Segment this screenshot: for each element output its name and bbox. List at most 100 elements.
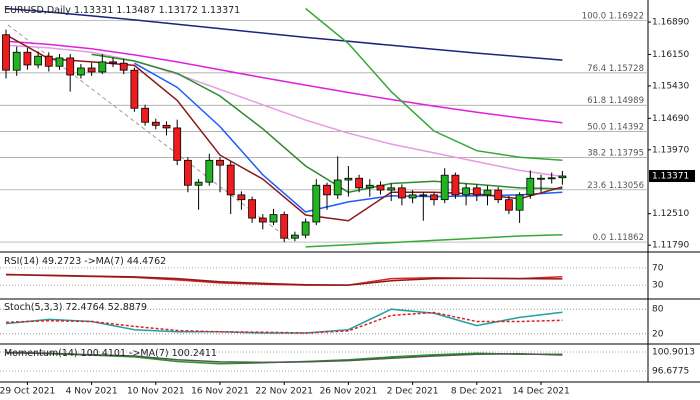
candle-body [430, 194, 438, 201]
y-tick-label: 80 [652, 305, 664, 315]
candle-body [87, 67, 96, 73]
candle-body [440, 174, 449, 201]
indicator-line [5, 274, 563, 286]
candle-body [109, 61, 117, 64]
indicator-value: 44.4762 [127, 256, 166, 267]
candle-body [419, 194, 428, 197]
fib-level: 38.2 [587, 148, 606, 158]
candle-body [98, 61, 107, 73]
y-tick-label: 1.13970 [652, 145, 689, 155]
fib-label: 38.2 1.13795 [587, 148, 644, 158]
candle-body [462, 187, 471, 196]
candle-body [280, 214, 289, 239]
candle-body [205, 159, 214, 183]
candle-body [558, 175, 567, 179]
candle-body [504, 199, 513, 211]
x-tick-label: 22 Nov 2021 [255, 387, 313, 397]
chart-header: EURUSD,Daily 1.13331 1.13487 1.13172 1.1… [4, 5, 240, 16]
candle-body [451, 174, 460, 196]
candle-body [55, 57, 64, 67]
candle-body [194, 181, 203, 186]
indicator-value: 49.2723 [42, 256, 81, 267]
y-tick-label: 96.6775 [652, 367, 689, 377]
indicator-name: Stoch(5,3,3) [4, 302, 62, 313]
candle-body [44, 55, 53, 67]
candle-body [494, 189, 503, 201]
fib-label: 50.0 1.14392 [587, 122, 644, 132]
y-tick-label: 30 [652, 281, 664, 291]
indicator-value: 100.2411 [172, 348, 217, 359]
x-tick-label: 10 Nov 2021 [127, 387, 185, 397]
y-tick-label: 1.15430 [652, 81, 689, 91]
indicator-line [5, 311, 563, 334]
candle-body [2, 34, 10, 71]
moving-average [5, 44, 563, 178]
candle-body [472, 187, 481, 196]
indicator-value: 72.4764 [65, 302, 104, 313]
candle-body [248, 199, 257, 219]
candle-body [323, 184, 331, 196]
fib-level: 76.4 [587, 63, 606, 73]
y-tick-label: 100.9013 [652, 347, 695, 357]
candle-body [66, 57, 75, 76]
fib-price: 1.13056 [609, 180, 644, 190]
y-tick-label: 1.16150 [652, 50, 689, 60]
x-tick-label: 8 Dec 2021 [451, 387, 503, 397]
candle-body [483, 189, 492, 196]
fib-label: 23.6 1.13056 [587, 180, 644, 190]
x-tick-label: 16 Nov 2021 [191, 387, 249, 397]
candle-body [387, 187, 396, 191]
moving-average [305, 7, 563, 162]
fib-level: 61.8 [587, 96, 606, 106]
indicator-title: Momentum(14) 100.4101 ->MA(7) 100.2411 [4, 348, 217, 359]
plot-layer: 1.16890 1.16150 1.15430 1.14690 1.13970 1.125… [0, 7, 695, 397]
fib-label: 0.0 1.11862 [593, 233, 644, 243]
candle-body [515, 194, 524, 211]
x-tick-label: 29 Oct 2021 [0, 387, 55, 397]
candle-body [312, 184, 321, 223]
header-close: 1.13371 [201, 5, 240, 16]
fib-label: 100.0 1.16922 [582, 11, 644, 21]
fib-level: 100.0 [582, 11, 606, 21]
y-tick-label: 1.12510 [652, 209, 689, 219]
last-price-label: 1.13371 [652, 172, 689, 182]
symbol-title: EURUSD,Daily [4, 5, 71, 16]
y-tick-label: 70 [652, 263, 664, 273]
fib-level: 0.0 [593, 233, 607, 243]
candle-body [397, 187, 406, 199]
fib-price: 1.14989 [609, 96, 644, 106]
candle-body [119, 62, 128, 71]
fib-label: 61.8 1.14989 [587, 96, 644, 106]
indicator-value: 100.4101 [81, 348, 126, 359]
candle-body [162, 124, 171, 129]
x-tick-label: 26 Nov 2021 [320, 387, 378, 397]
candle-body [258, 217, 267, 223]
candle-body [537, 177, 545, 180]
moving-average [5, 7, 563, 61]
y-tick-label: 20 [652, 329, 664, 339]
candle-body [269, 214, 278, 223]
candle-body [130, 69, 139, 109]
moving-average [305, 233, 563, 248]
fib-level: 23.6 [587, 180, 606, 190]
x-tick-label: 4 Nov 2021 [66, 387, 118, 397]
candle-body [408, 194, 417, 199]
candle-body [344, 177, 353, 181]
trend-line [7, 24, 291, 241]
candle-body [365, 184, 374, 189]
candle-body [141, 107, 150, 123]
header-high: 1.13487 [116, 5, 155, 16]
indicator-title: Stoch(5,3,3) 72.4764 52.8879 [4, 302, 147, 313]
candle-body [526, 177, 535, 196]
moving-average [91, 53, 563, 194]
header-low: 1.13172 [159, 5, 198, 16]
fib-label: 76.4 1.15728 [587, 63, 644, 73]
candle-body [23, 51, 32, 66]
indicator-value: 52.8879 [108, 302, 147, 313]
fib-level: 50.0 [587, 122, 606, 132]
candle-body [151, 121, 160, 126]
candle-body [301, 221, 310, 236]
candle-body [333, 179, 342, 196]
